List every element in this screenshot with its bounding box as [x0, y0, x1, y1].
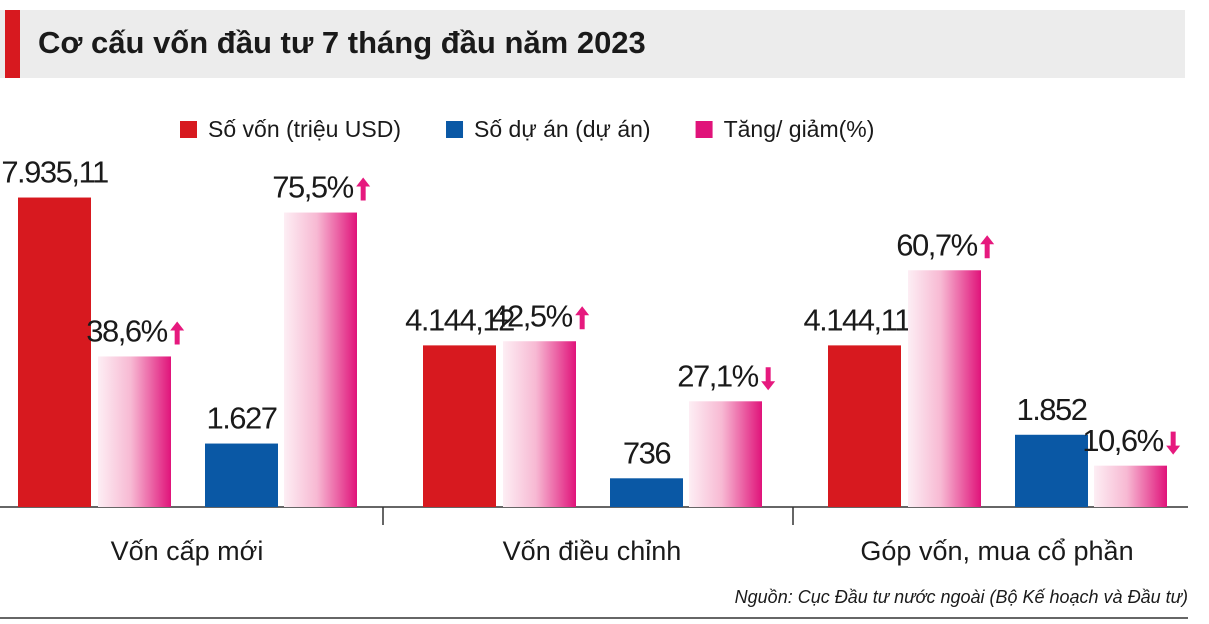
title-accent: [5, 10, 20, 78]
value-label: 7.935,11: [1, 155, 108, 190]
value-label: 1.852: [1016, 392, 1086, 427]
value-label: 27,1%: [677, 358, 758, 393]
bar: [908, 270, 981, 507]
bar: [1015, 434, 1088, 507]
trend-arrow: [575, 306, 590, 330]
value-label: 736: [623, 435, 670, 470]
x-tick-label: Vốn điều chỉnh: [503, 536, 682, 566]
value-label: 1.627: [206, 401, 276, 436]
value-label: 42,5%: [491, 298, 572, 333]
legend-label: Số dự án (dự án): [474, 116, 651, 142]
bar: [205, 443, 278, 507]
legend-swatch: [695, 121, 713, 138]
bar: [1094, 465, 1167, 507]
bar: [610, 478, 683, 507]
x-tick-label: Vốn cấp mới: [111, 536, 264, 566]
bar: [689, 401, 762, 507]
value-label: 38,6%: [86, 314, 167, 349]
legend-label: Số vốn (triệu USD): [208, 116, 401, 142]
value-label: 10,6%: [1082, 423, 1163, 458]
bar: [284, 212, 357, 508]
value-label: 4.144,112: [803, 303, 925, 338]
bar: [503, 341, 576, 507]
trend-arrow: [356, 177, 371, 201]
legend-swatch: [180, 121, 197, 138]
bar: [98, 356, 171, 507]
value-label: 75,5%: [272, 170, 353, 205]
trend-arrow: [761, 367, 776, 391]
value-label: 60,7%: [896, 227, 977, 262]
legend-label: Tăng/ giảm(%): [724, 116, 875, 142]
trend-arrow: [1166, 431, 1181, 455]
legend-swatch: [446, 121, 464, 138]
bar: [423, 345, 496, 507]
bar: [18, 197, 91, 508]
trend-arrow: [170, 321, 185, 345]
bar: [828, 345, 901, 507]
trend-arrow: [980, 235, 995, 259]
x-tick-label: Góp vốn, mua cổ phần: [860, 536, 1133, 566]
source-note: Nguồn: Cục Đầu tư nước ngoài (Bộ Kế hoạc…: [735, 587, 1188, 607]
value-label: 4.144,12: [405, 303, 514, 338]
title-band: [0, 10, 1185, 78]
chart-title: Cơ cấu vốn đầu tư 7 tháng đầu năm 2023: [38, 25, 646, 60]
